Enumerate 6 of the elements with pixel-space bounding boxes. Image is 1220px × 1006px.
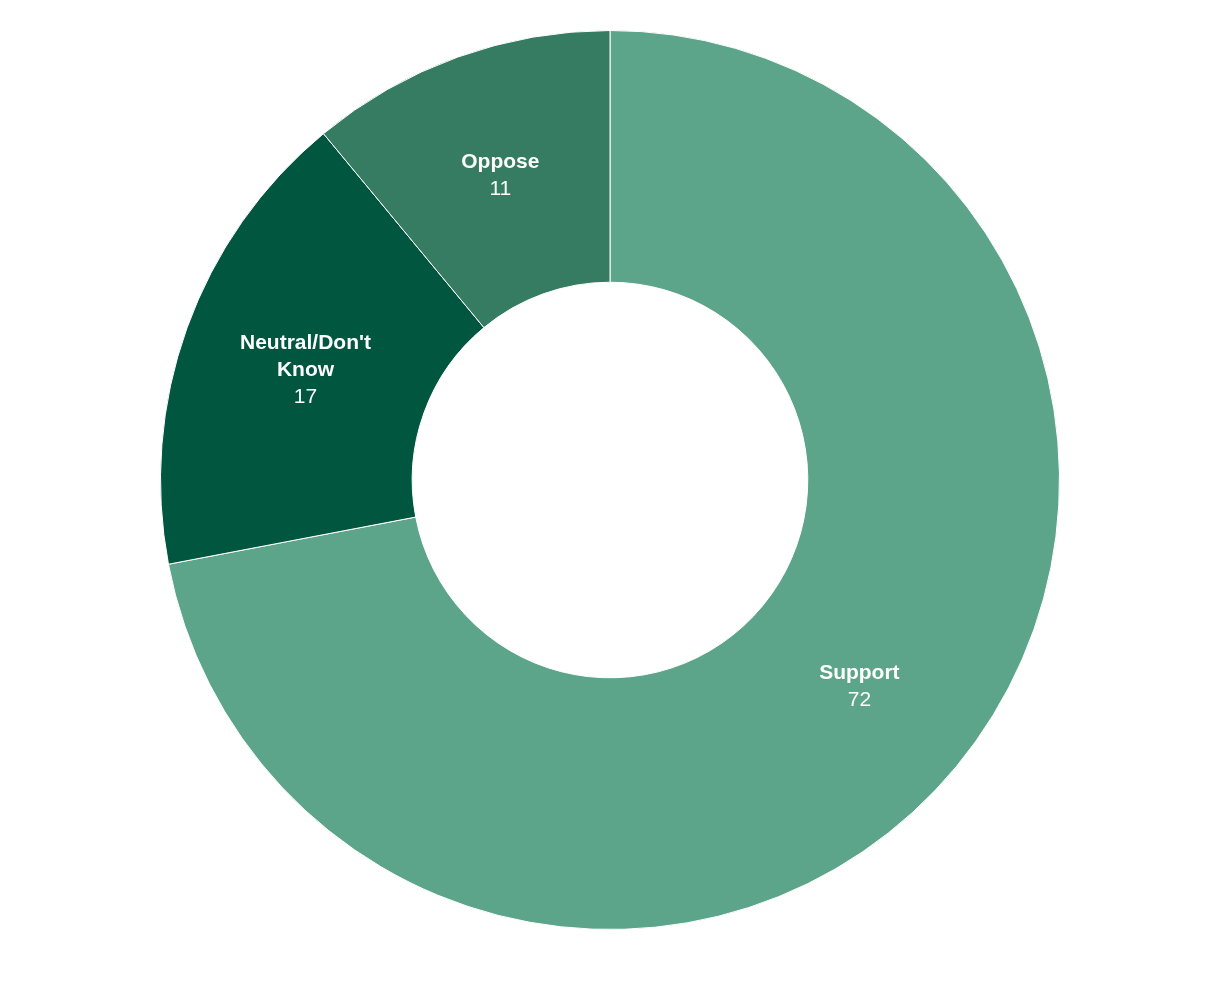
slice-label: Oppose — [461, 148, 540, 172]
data-label: 17 — [293, 384, 318, 408]
data-label: 11 — [489, 175, 512, 199]
slice-label: Support — [819, 659, 900, 683]
slice-label: Neutral/Don't Know — [239, 330, 371, 381]
data-label: 72 — [847, 686, 872, 710]
